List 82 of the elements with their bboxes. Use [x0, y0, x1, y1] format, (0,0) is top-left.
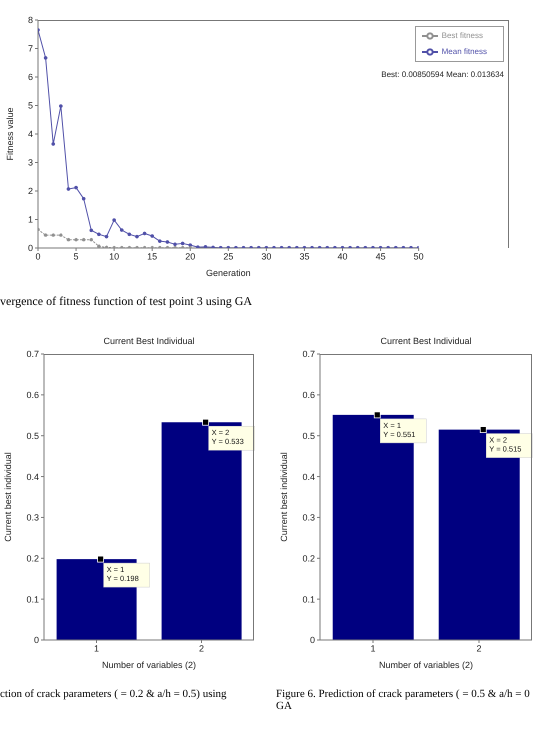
point [74, 186, 78, 190]
y-tick-label: 5 [28, 100, 33, 111]
x-axis-title: Number of variables (2) [378, 660, 474, 670]
point [135, 234, 139, 238]
x-tick-label: 35 [299, 251, 310, 262]
y-tick-label: 1 [28, 214, 33, 225]
y-tick-label: 0.1 [302, 594, 315, 604]
y-tick-label: 0.6 [302, 390, 315, 400]
point [66, 187, 70, 191]
legend-label: Best fitness [442, 31, 483, 40]
point [58, 233, 63, 238]
point [51, 142, 56, 146]
y-tick-label: 0.2 [302, 553, 315, 564]
point [173, 242, 177, 246]
point [44, 233, 48, 238]
point [97, 244, 101, 248]
legend-label: Mean fitness [442, 47, 487, 56]
point [158, 239, 162, 244]
y-tick-label: 2 [28, 186, 33, 196]
point [74, 238, 78, 242]
x-tick-label: 5 [74, 251, 79, 262]
x-tick-label: 50 [414, 251, 424, 262]
x-tick-label: 30 [261, 251, 272, 262]
caption: Figure 6. Prediction of crack parameters ( = 0.5 & a/h = 0 GA [276, 688, 531, 712]
y-tick-label: 0.3 [302, 512, 315, 523]
x-tick-label: 10 [109, 251, 120, 262]
chart-title: Current Best Individual [379, 336, 473, 346]
x-axis-title: Generation [206, 268, 251, 278]
x-tick-label: 45 [376, 251, 386, 262]
y-tick-label: 3 [28, 158, 33, 168]
y-tick-label: 0.4 [26, 472, 39, 482]
y-axis-title: Current best individual [3, 452, 14, 542]
point [89, 238, 94, 242]
point [58, 104, 63, 108]
y-tick-label: 4 [28, 129, 33, 140]
y-axis-title: Current best individual [279, 452, 290, 542]
x-tick-label: 25 [223, 251, 234, 262]
text: ction of crack parameters ( = 0.2 & a/h = 0.5) using [0, 688, 228, 700]
y-tick-label: 0.7 [26, 349, 39, 360]
x-tick-label: 15 [147, 251, 158, 262]
annotation: Best: 0.00850594 Mean: 0.013634 [381, 70, 504, 79]
point [44, 56, 48, 60]
y-tick-label: 0 [28, 243, 33, 254]
point [196, 245, 200, 248]
y-axis-title: Fitness value [5, 107, 16, 161]
x-tick-label: 2 [198, 643, 204, 654]
y-tick-label: 0.5 [302, 430, 315, 441]
y-tick-label: 6 [28, 72, 33, 82]
point [166, 240, 170, 244]
point [97, 232, 101, 236]
point [128, 232, 132, 236]
y-tick-label: 0.7 [302, 349, 315, 360]
point [82, 238, 86, 242]
x-tick-label: 40 [338, 251, 348, 262]
y-tick-label: 0.2 [26, 553, 39, 564]
y-tick-label: 8 [28, 15, 33, 26]
y-tick-label: 0.1 [26, 594, 39, 604]
point [142, 232, 146, 236]
y-tick-label: 0.6 [26, 390, 39, 400]
point [104, 234, 108, 238]
point [120, 228, 124, 232]
chart-title: Current Best Individual [102, 336, 196, 346]
x-tick-label: 2 [476, 643, 482, 654]
point [82, 196, 86, 201]
point [150, 234, 154, 238]
point [51, 233, 56, 238]
x-tick-label: 20 [185, 251, 196, 262]
y-tick-label: 0 [34, 635, 39, 646]
y-tick-label: 0.4 [302, 472, 315, 482]
point [112, 218, 116, 222]
y-tick-label: 7 [28, 44, 33, 54]
y-tick-label: 0.5 [26, 430, 39, 441]
y-tick-label: 0.3 [26, 512, 39, 523]
x-tick-label: 1 [94, 643, 100, 654]
x-tick-label: 1 [370, 643, 376, 654]
point [66, 238, 70, 242]
point [89, 228, 94, 232]
point [204, 245, 208, 248]
y-tick-label: 0 [310, 635, 315, 646]
text: vergence of fitness function of test point 3 using GA [0, 294, 252, 309]
point [180, 242, 184, 246]
x-axis-title: Number of variables (2) [102, 660, 196, 670]
